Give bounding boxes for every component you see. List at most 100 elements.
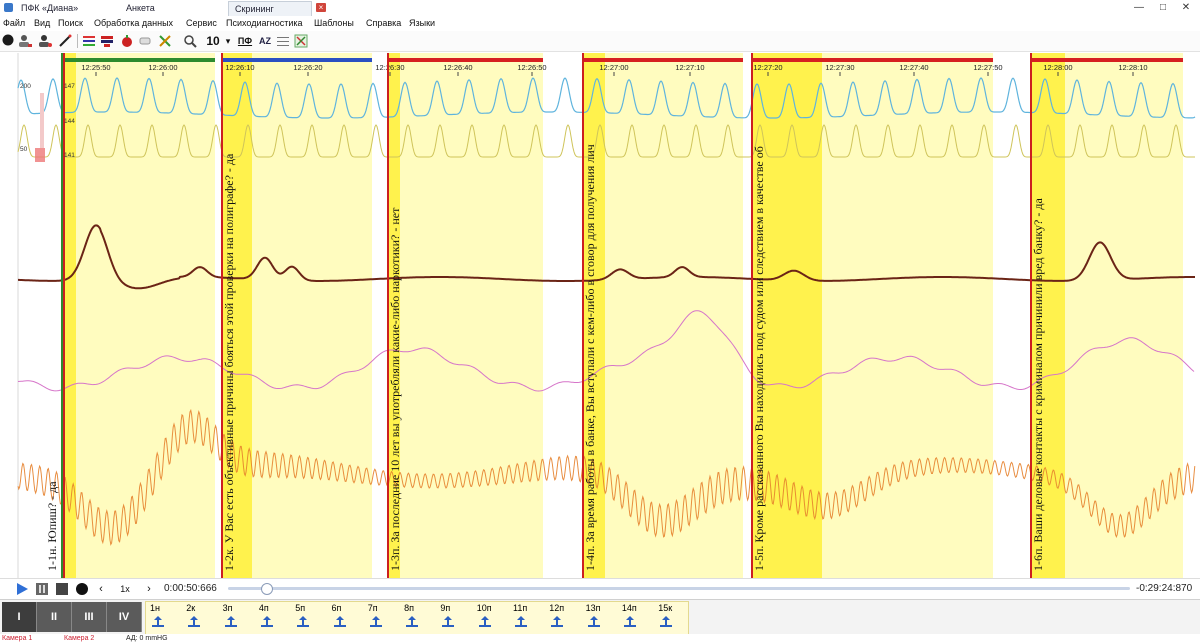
tomato-icon[interactable]	[120, 34, 134, 48]
question-chip-label[interactable]: 10п	[476, 603, 492, 613]
menu-templates[interactable]: Шаблоны	[314, 18, 354, 28]
question-marker-icon[interactable]	[515, 616, 527, 630]
question-chip-label[interactable]: 12п	[549, 603, 565, 613]
phase-button-4[interactable]: IV	[107, 602, 142, 632]
question-text: 1-5п. Кроме рассказанного Вы находились …	[752, 146, 766, 571]
menu-search[interactable]: Поиск	[58, 18, 83, 28]
bp-gauge	[40, 93, 44, 148]
time-tick-label: 12:27:30	[825, 63, 854, 72]
question-chip-label[interactable]: 15к	[658, 603, 673, 613]
zoom-value[interactable]: 10	[206, 34, 220, 48]
phase-button-2[interactable]: II	[37, 602, 72, 632]
question-zone	[222, 53, 252, 578]
pause-button[interactable]	[34, 582, 50, 596]
menu-languages[interactable]: Языки	[409, 18, 436, 28]
speed-button[interactable]: 1x	[120, 584, 130, 594]
question-marker-icon[interactable]	[152, 616, 164, 630]
menu-psychodiagnostics[interactable]: Психодиагностика	[226, 18, 303, 28]
prev-button[interactable]: ‹	[99, 583, 103, 595]
question-chip-label[interactable]: 4п	[258, 603, 269, 613]
polygraph-chart[interactable]: 12:25:50 12:26:00 12:26:10 12:26:20 12:26:30…	[0, 53, 1200, 578]
pen-icon[interactable]	[58, 34, 72, 48]
question-text: 1-4п. За время работы в банке, Вы вступа…	[583, 144, 597, 571]
breath-trace-orange	[17, 408, 1196, 546]
question-chip-label[interactable]: 6п	[331, 603, 342, 613]
timeline-thumb[interactable]	[260, 583, 273, 595]
segment-bar	[752, 58, 993, 62]
tab-anketa[interactable]: Анкета	[120, 1, 161, 15]
tab-screening[interactable]: Скрининг	[228, 1, 312, 16]
question-marker-icon[interactable]	[260, 616, 273, 630]
playback-bar: ‹ 1x › 0:00:50:666 -0:29:24:870	[0, 578, 1200, 599]
question-marker-icon[interactable]	[369, 616, 382, 630]
pulse-trace-yellow	[17, 124, 1195, 158]
response-zone	[583, 53, 743, 578]
question-marker-icon[interactable]	[660, 616, 673, 630]
app-icon	[4, 3, 13, 12]
question-chip-label[interactable]: 8п	[404, 603, 414, 613]
stop-button[interactable]	[54, 582, 70, 596]
question-chip-label[interactable]: 7п	[367, 603, 378, 613]
pf-button[interactable]: ПФ	[237, 36, 253, 46]
menu-help[interactable]: Справка	[366, 18, 402, 28]
record-icon[interactable]	[2, 34, 14, 48]
question-chip-label[interactable]: 2к	[186, 603, 196, 613]
question-marker-icon[interactable]	[442, 616, 455, 630]
menu-file[interactable]: Файл	[3, 18, 26, 28]
scale-label: 200	[20, 83, 31, 90]
toolbar-separator	[77, 34, 78, 48]
question-chip-label[interactable]: 3п	[222, 603, 233, 613]
search-icon[interactable]	[182, 34, 200, 48]
elapsed-time: 0:00:50:666	[164, 583, 217, 594]
question-chip-label[interactable]: 1н	[150, 603, 160, 613]
play-button[interactable]	[14, 582, 30, 596]
az-sort-button[interactable]: AZ	[259, 36, 271, 46]
close-tab-icon[interactable]: ×	[316, 3, 326, 12]
filter-icon[interactable]	[100, 34, 114, 48]
question-chip-label[interactable]: 9п	[440, 603, 451, 613]
question-marker-icon[interactable]	[297, 616, 310, 630]
tab-diana[interactable]: ПФК «Диана»	[15, 1, 84, 15]
scale-label: 141	[64, 152, 75, 159]
question-strip: I II III IV 1н 2к 3п 4п 5п 6п 7п 8п 9п 10п 11п 12п 1…	[0, 599, 1200, 636]
dropdown-icon[interactable]: ▾	[225, 36, 231, 46]
minimize-button[interactable]: —	[1134, 2, 1144, 13]
question-marker-icon[interactable]	[406, 616, 419, 630]
time-tick-label: 12:26:10	[225, 63, 254, 72]
eraser-icon[interactable]	[138, 34, 152, 48]
next-button[interactable]: ›	[147, 583, 151, 595]
ruler-icon[interactable]	[276, 34, 290, 48]
time-tick-label: 12:27:10	[675, 63, 704, 72]
question-chip-label[interactable]: 5п	[295, 603, 306, 613]
question-chip-label[interactable]: 14п	[621, 603, 637, 613]
question-zone	[583, 53, 605, 578]
question-chip-label[interactable]: 11п	[513, 603, 528, 613]
record-button[interactable]	[74, 582, 90, 596]
tools-icon[interactable]	[158, 34, 172, 48]
question-marker-icon[interactable]	[623, 616, 636, 630]
question-chip-label[interactable]: 13п	[585, 603, 601, 613]
user-icon[interactable]	[18, 34, 32, 48]
question-marker-icon[interactable]	[551, 616, 564, 630]
time-tick-label: 12:28:00	[1043, 63, 1072, 72]
question-marker-icon[interactable]	[188, 616, 201, 630]
phase-button-3[interactable]: III	[72, 602, 107, 632]
close-window-button[interactable]: ✕	[1181, 2, 1191, 13]
bp-cuff-indicator	[35, 148, 45, 162]
user-settings-icon[interactable]	[38, 34, 52, 48]
timeline-slider[interactable]	[228, 583, 1130, 595]
question-marker-icon[interactable]	[587, 616, 600, 630]
menu-data-processing[interactable]: Обработка данных	[94, 18, 174, 28]
remaining-time: -0:29:24:870	[1136, 583, 1193, 594]
menu-service[interactable]: Сервис	[186, 18, 217, 28]
question-track[interactable]: 1н 2к 3п 4п 5п 6п 7п 8п 9п 10п 11п 12п 13п 14п 15к	[145, 601, 689, 636]
question-marker-icon[interactable]	[478, 616, 491, 630]
phase-button-1[interactable]: I	[2, 602, 37, 632]
maximize-button[interactable]: □	[1159, 2, 1167, 13]
question-marker-icon[interactable]	[224, 616, 237, 630]
channels-icon[interactable]	[82, 34, 96, 48]
question-marker-icon[interactable]	[333, 616, 346, 630]
compare-icon[interactable]	[294, 34, 308, 48]
menu-view[interactable]: Вид	[34, 18, 51, 28]
camera2-status: Камера 2	[64, 635, 95, 642]
